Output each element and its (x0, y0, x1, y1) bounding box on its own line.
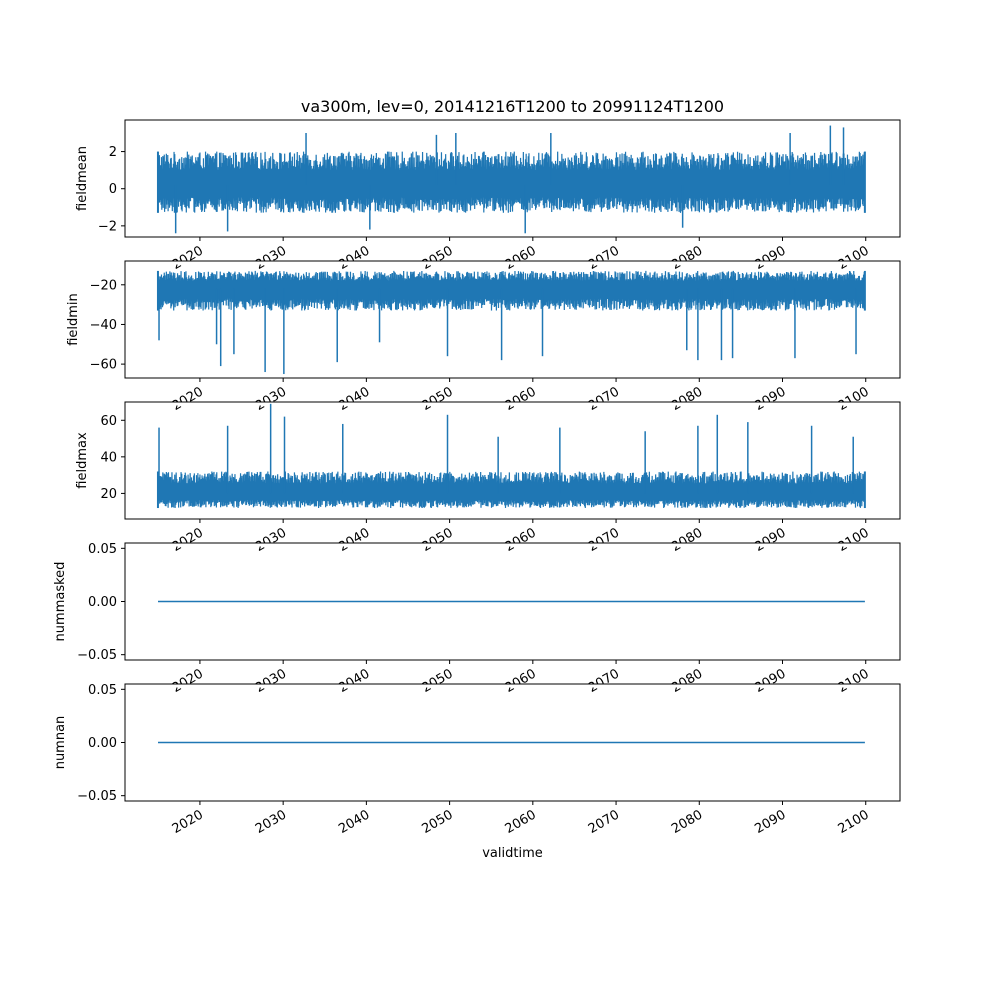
overlap-mask (124, 542, 901, 547)
y-tick-label: −2 (98, 219, 117, 234)
y-axis-label: fieldmin (66, 293, 81, 346)
y-tick-label: 20 (100, 487, 117, 502)
y-tick-label: −20 (90, 278, 117, 293)
axes-frame (124, 260, 901, 379)
series-group (156, 403, 866, 509)
overlap-mask (124, 401, 901, 406)
y-tick-label: −0.05 (77, 789, 117, 804)
y-axis-label: fieldmax (75, 432, 90, 489)
axes-frame (124, 401, 901, 520)
y-tick-label: −60 (90, 358, 117, 373)
y-tick-label: 60 (100, 414, 117, 429)
y-tick-label: 0.00 (88, 595, 117, 610)
series-group (156, 270, 866, 375)
y-axis-label: fieldmean (75, 146, 90, 211)
x-axis-label: validtime (482, 846, 543, 861)
y-tick-label: −0.05 (77, 648, 117, 663)
overlap-mask (124, 683, 901, 688)
y-tick-label: −40 (90, 318, 117, 333)
series-line (157, 151, 866, 213)
y-axis-label: numnan (53, 716, 68, 770)
chart-title: va300m, lev=0, 20141216T1200 to 20991124… (301, 97, 724, 116)
series-line (157, 270, 866, 311)
axes-frame (124, 119, 901, 238)
y-tick-label: 0 (109, 182, 117, 197)
y-tick-label: 2 (109, 145, 117, 160)
y-tick-label: 0.05 (88, 683, 117, 698)
series-line (157, 471, 866, 509)
y-tick-label: 0.05 (88, 542, 117, 557)
series-group (156, 125, 866, 234)
y-tick-label: 40 (100, 450, 117, 465)
overlap-mask (124, 260, 901, 265)
y-tick-label: 0.00 (88, 736, 117, 751)
y-axis-label: nummasked (53, 562, 68, 642)
